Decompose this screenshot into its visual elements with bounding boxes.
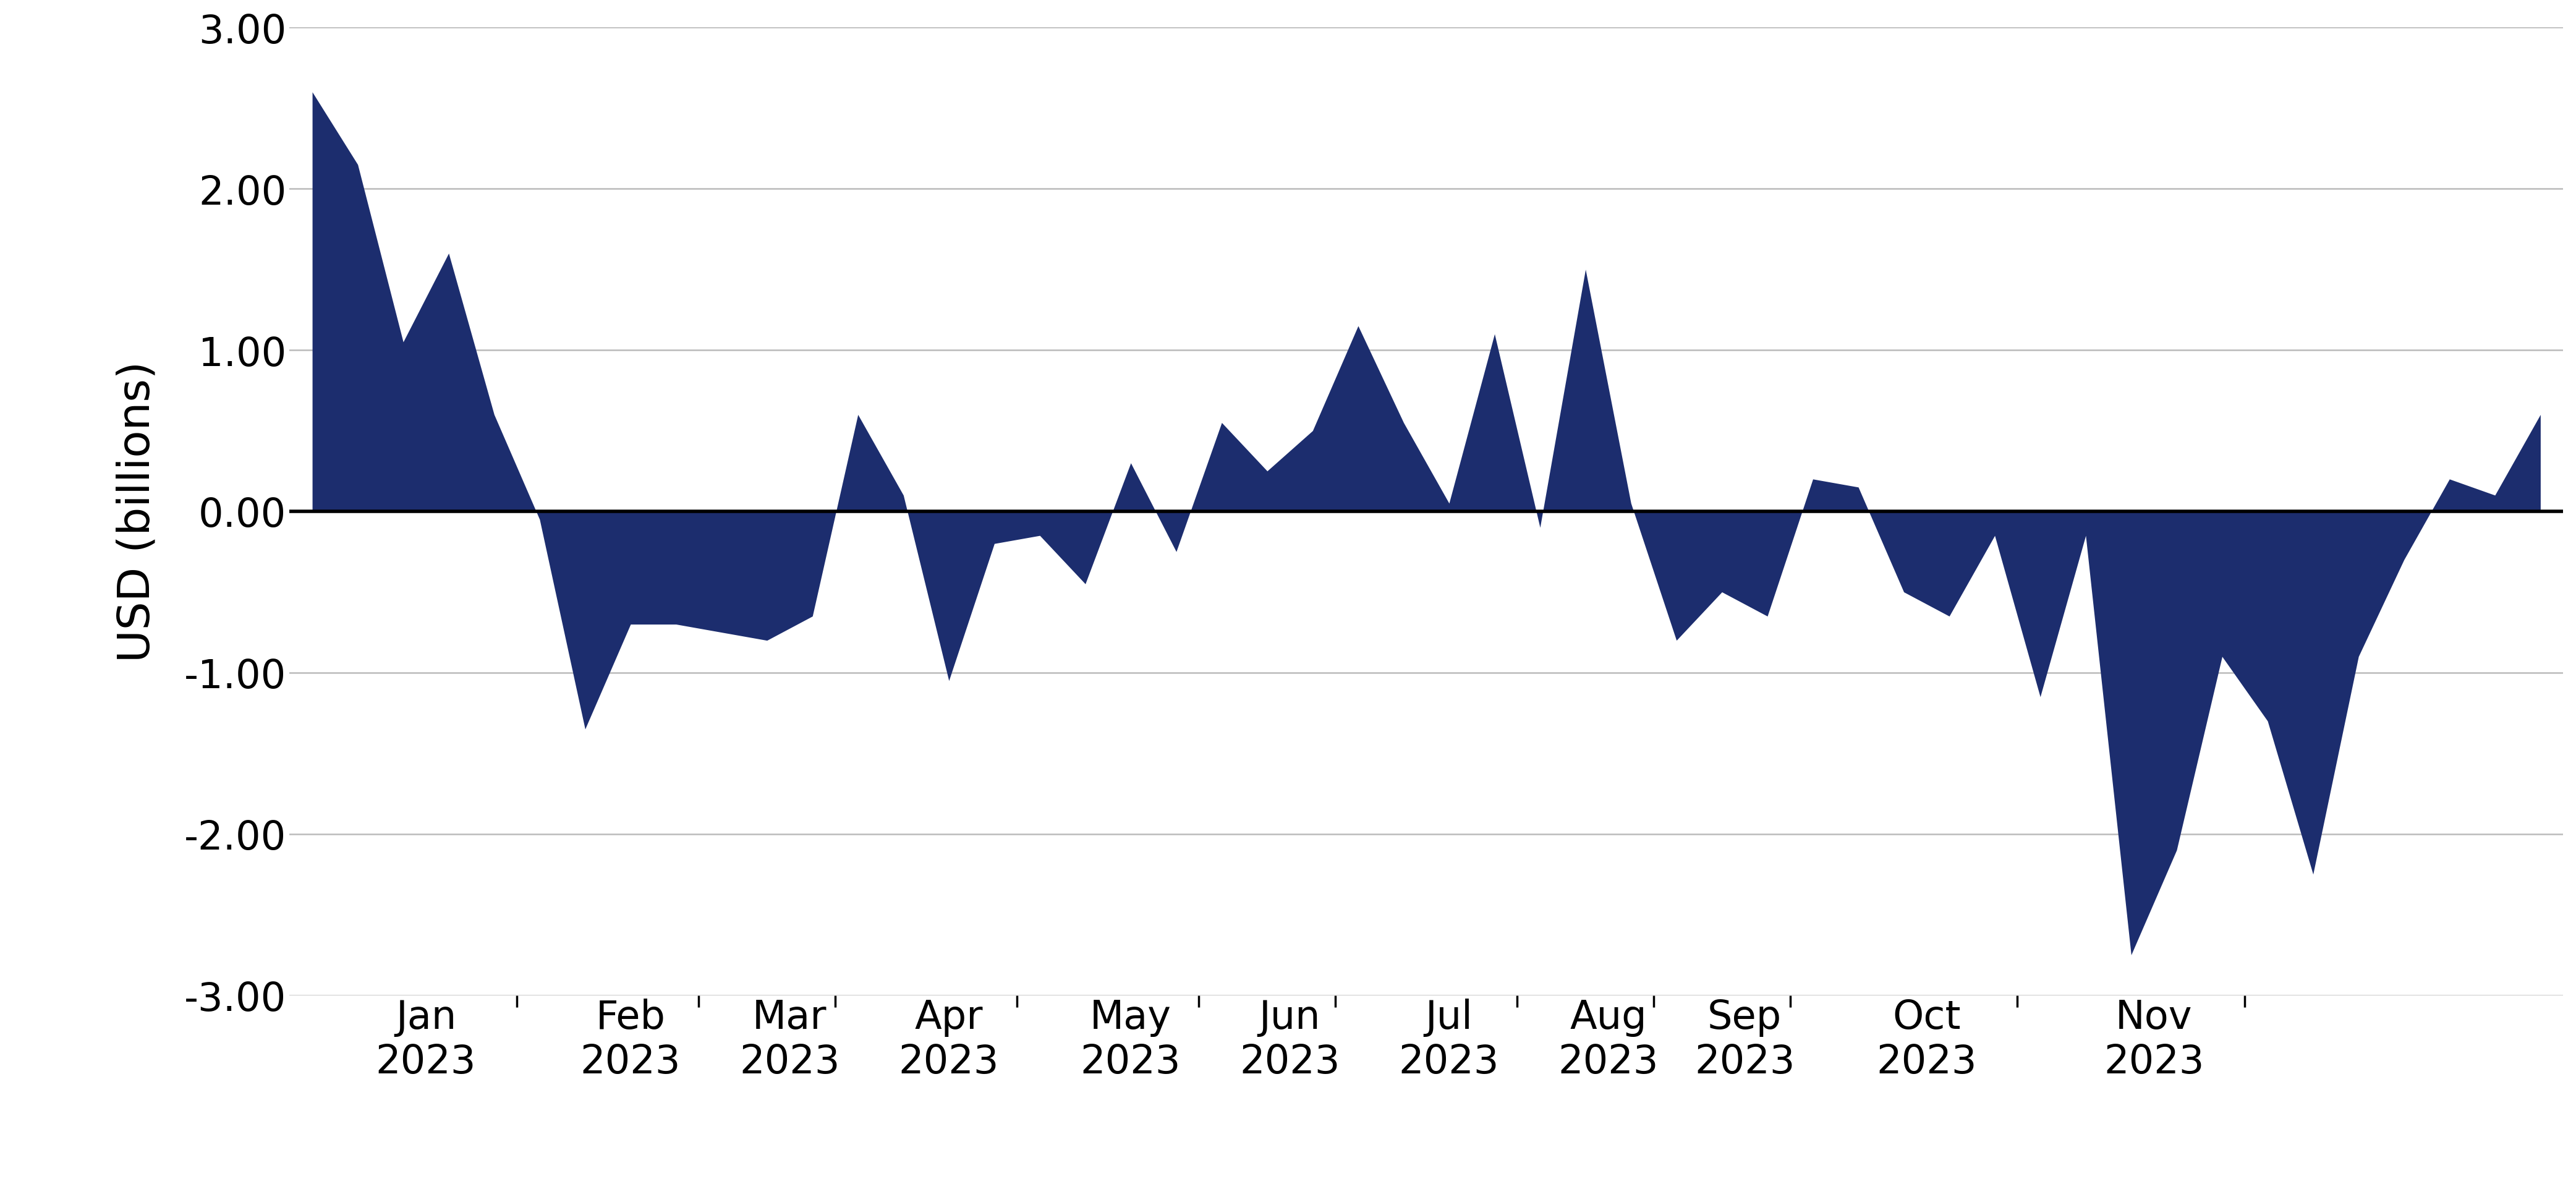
Y-axis label: USD (billions): USD (billions) (116, 361, 160, 662)
